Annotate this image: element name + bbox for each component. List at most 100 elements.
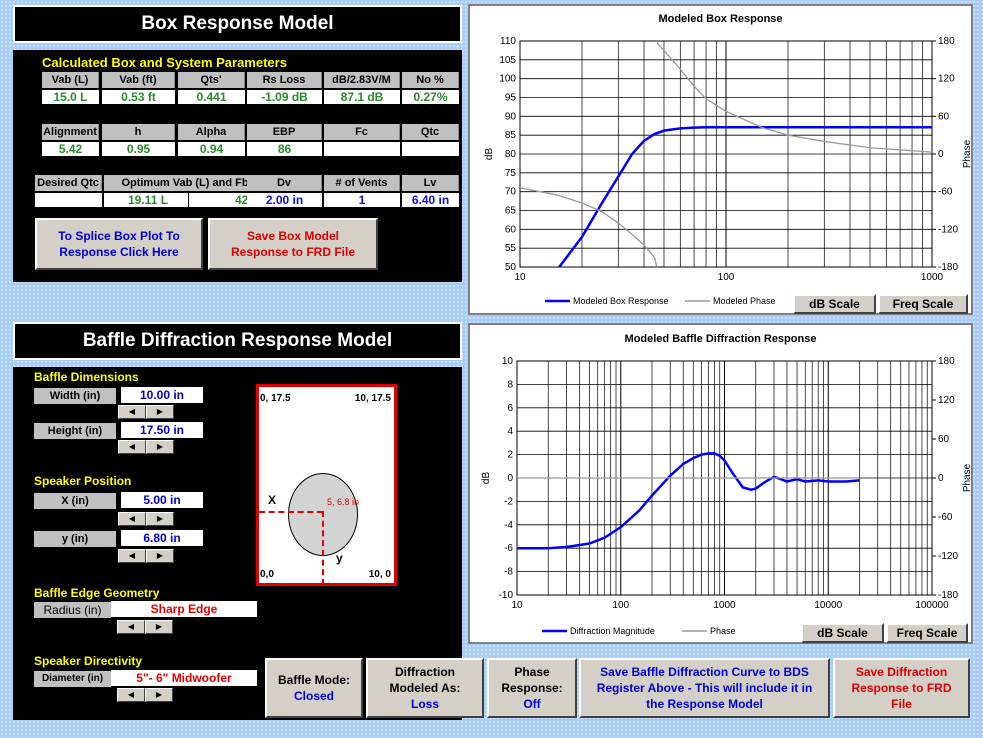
diagram-bottom-left: 0,0 [260,569,274,580]
row3-value-0 [35,193,102,207]
box-model-title-text: Box Response Model [141,13,334,34]
row2-header-5: Qtc [402,124,459,140]
y2-tick-label: -60 [938,512,953,523]
save-diffraction-frd-button[interactable]: Save Diffraction Response to FRD File [833,658,970,718]
directivity-title: Speaker Directivity [34,654,143,668]
y-tick-label: 90 [505,111,517,122]
height-decrease[interactable]: ◀ [118,440,146,454]
y-tick-label: 85 [505,130,517,141]
baffle-mode-value: Closed [293,689,334,703]
y2-tick-label: -120 [938,224,958,235]
x-spinner[interactable]: ◀ ▶ [118,512,174,526]
diagram-top-right: 10, 17.5 [354,393,391,404]
row3-value-1: 19.11 L [104,193,188,207]
save-bds-button[interactable]: Save Baffle Diffraction Curve to BDS Reg… [579,658,830,718]
y-marker-label: y [336,551,343,565]
diameter-label: Diameter (in) [34,671,111,687]
x-tick-label: 1000 [921,272,944,283]
phase-series-line [519,187,659,268]
phase-response-button[interactable]: Phase Response: Off [487,658,577,718]
y-tick-label: 0 [507,473,513,484]
y-increase[interactable]: ▶ [146,549,174,563]
y2-tick-label: 180 [938,36,955,47]
y-tick-label: -4 [504,520,513,531]
row1-value-1: 0.53 ft [102,90,175,104]
x-decrease[interactable]: ◀ [118,512,146,526]
width-increase[interactable]: ▶ [146,405,174,419]
row1-value-0: 15.0 L [42,90,99,104]
y-axis-label: dB [484,148,495,161]
baffle-mode-button[interactable]: Baffle Mode: Closed [265,658,363,718]
height-input[interactable]: 17.50 in [121,422,203,438]
magnitude-series-line [558,126,932,268]
x-input[interactable]: 5.00 in [121,492,203,508]
box-freq-scale-button[interactable]: Freq Scale [878,294,968,314]
y-decrease[interactable]: ◀ [118,549,146,563]
y-tick-label: -8 [504,567,513,578]
modeled-as-label: Diffraction Modeled As: [389,665,461,695]
save-box-model-button[interactable]: Save Box Model Response to FRD File [208,218,378,270]
y-tick-label: 60 [505,224,517,235]
row1-header-1: Vab (ft) [102,72,175,88]
y2-tick-label: -60 [938,187,953,198]
y-tick-label: 100 [499,74,516,85]
y-label: y (in) [34,531,116,547]
height-spinner[interactable]: ◀ ▶ [118,440,174,454]
row3-header-5: Lv [402,175,459,191]
y-tick-label: 10 [502,356,514,367]
y-tick-label: 95 [505,93,517,104]
y-tick-label: 65 [505,206,517,217]
y2-tick-label: 120 [938,395,955,406]
y-input[interactable]: 6.80 in [121,530,203,546]
y2-tick-label: 0 [938,473,944,484]
diameter-spinner[interactable]: ◀ ▶ [117,688,173,702]
radius-input[interactable]: Sharp Edge [111,601,257,617]
diameter-decrease[interactable]: ◀ [117,688,145,702]
height-increase[interactable]: ▶ [146,440,174,454]
width-decrease[interactable]: ◀ [118,405,146,419]
y-spinner[interactable]: ◀ ▶ [118,549,174,563]
radius-decrease[interactable]: ◀ [117,620,145,634]
y-tick-label: 6 [507,403,513,414]
diameter-increase[interactable]: ▶ [145,688,173,702]
y-tick-label: -10 [499,590,514,601]
box-db-scale-button[interactable]: dB Scale [793,294,876,314]
y2-axis-label: Phase [962,463,971,492]
save-diffraction-frd-label: Save Diffraction Response to FRD File [851,665,952,711]
diagram-bottom-right: 10, 0 [368,569,391,580]
width-label: Width (in) [34,388,116,404]
row2-header-1: h [102,124,175,140]
radius-increase[interactable]: ▶ [145,620,173,634]
save-bds-label: Save Baffle Diffraction Curve to BDS Reg… [596,665,813,711]
baffle-diffraction-chart: 1086420-2-4-6-8-10180120600-60-120-18010… [481,356,971,636]
splice-box-plot-button[interactable]: To Splice Box Plot To Response Click Her… [35,218,203,270]
row3-header-0: Desired Qtc [35,175,102,191]
x-tick-label: 10 [514,272,526,283]
width-spinner[interactable]: ◀ ▶ [118,405,174,419]
y2-tick-label: -180 [938,590,958,601]
splice-box-plot-label: To Splice Box Plot To Response Click Her… [58,229,180,259]
radius-spinner[interactable]: ◀ ▶ [117,620,173,634]
params-title: Calculated Box and System Parameters [42,55,287,70]
width-input[interactable]: 10.00 in [121,387,203,403]
row2-value-2: 0.94 [178,142,245,156]
y2-tick-label: 180 [938,356,955,367]
x-increase[interactable]: ▶ [146,512,174,526]
legend-magnitude-label: Modeled Box Response [573,296,669,306]
modeled-as-button[interactable]: Diffraction Modeled As: Loss [366,658,484,718]
row3-value-3: 2.00 in [247,193,322,207]
x-tick-label: 100 [612,600,629,611]
y2-tick-label: 120 [938,74,955,85]
baffle-freq-scale-button[interactable]: Freq Scale [886,623,968,643]
baffle-db-scale-label: dB Scale [817,626,868,640]
x-tick-label: 100 [718,272,735,283]
row2-value-3: 86 [247,142,322,156]
magnitude-series-line [517,452,860,550]
row1-value-3: -1.09 dB [247,90,322,104]
row3-header-1: Optimum Vab (L) and Fb [104,175,267,191]
x-tick-label: 10000 [814,600,842,611]
y-tick-label: 4 [507,426,513,437]
baffle-db-scale-button[interactable]: dB Scale [801,623,884,643]
baffle-inputs-panel: Baffle Dimensions Width (in) 10.00 in ◀ ▶… [13,367,462,720]
diameter-input[interactable]: 5"- 6" Midwoofer [111,670,257,686]
